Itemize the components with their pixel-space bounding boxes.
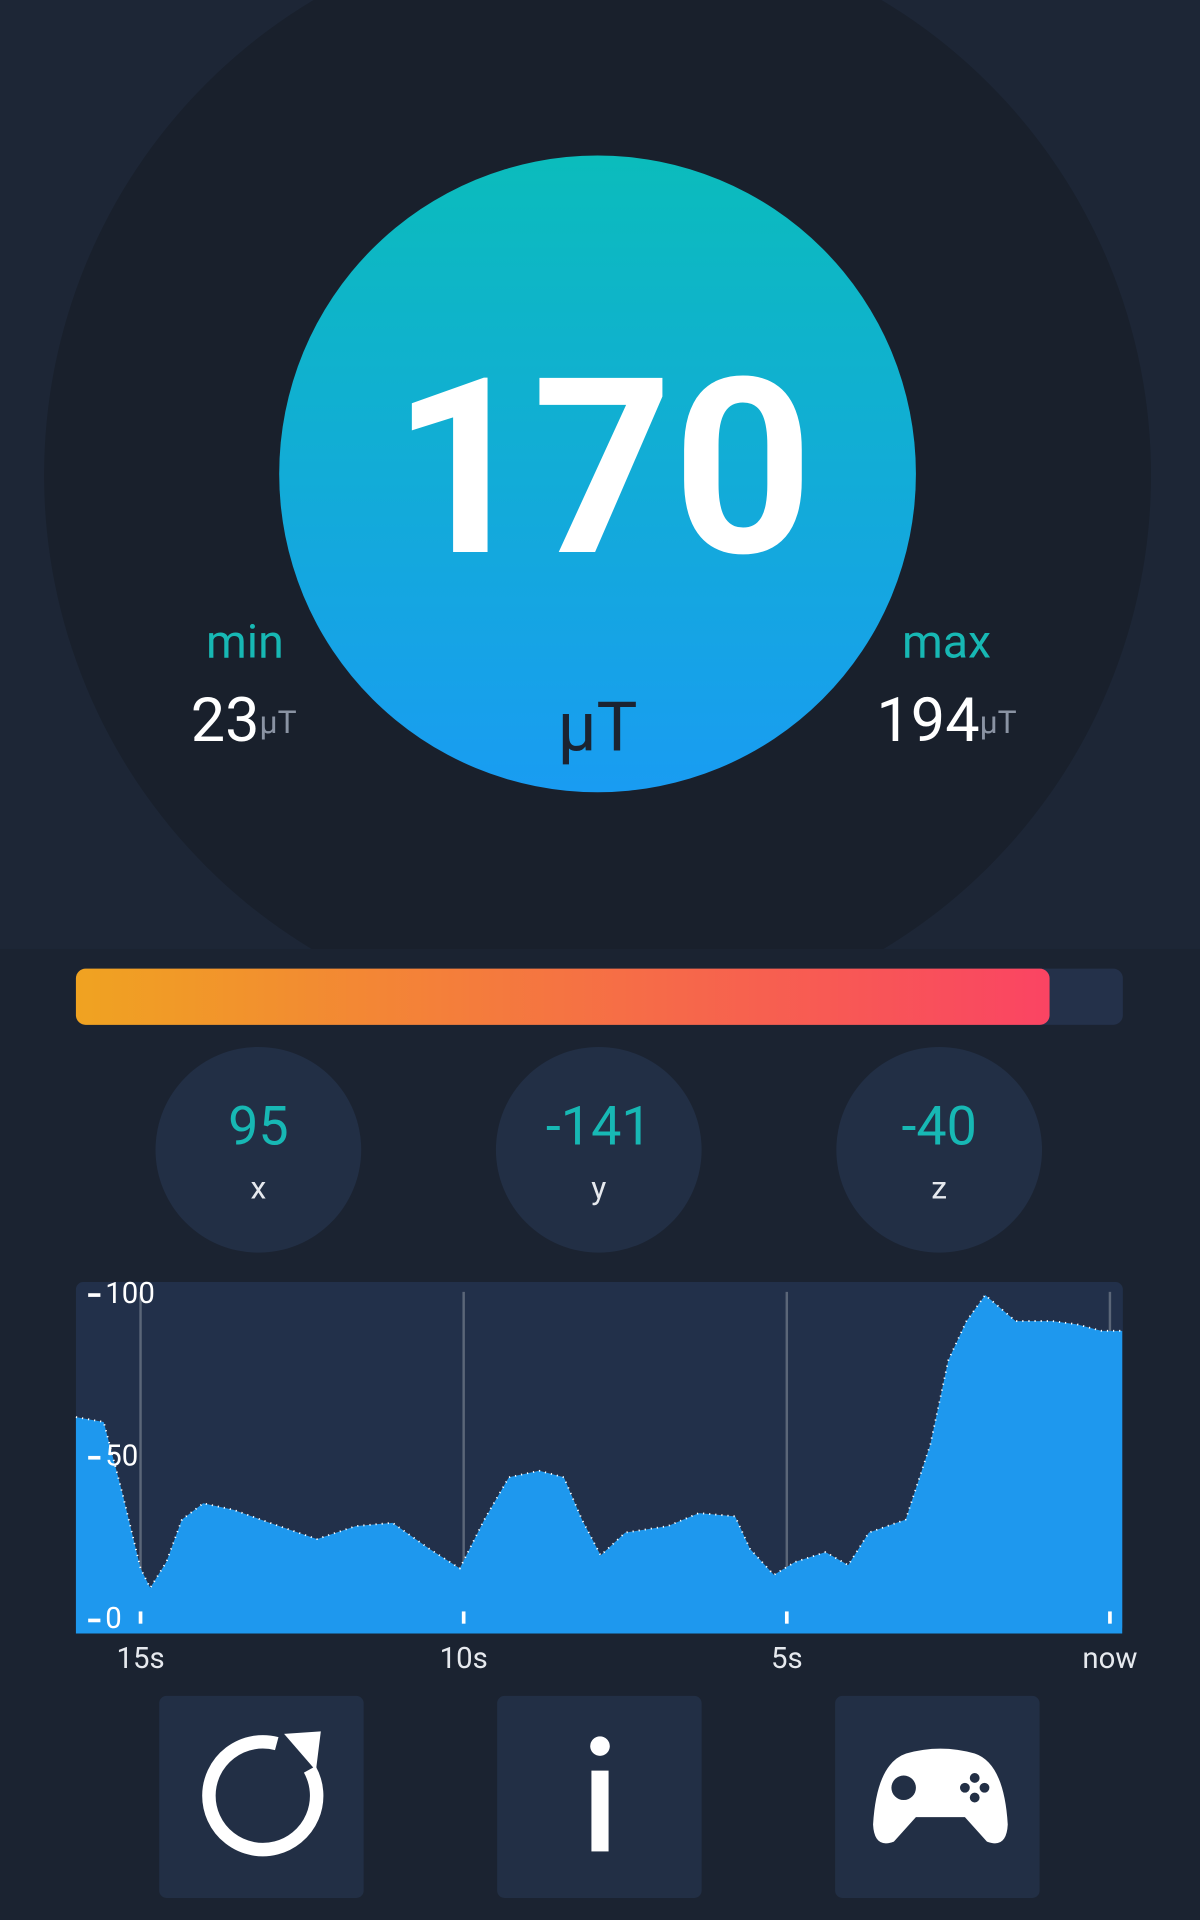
component: 95 x xyxy=(155,1046,362,1253)
component-label: x xyxy=(250,1169,266,1207)
min-label: min xyxy=(206,616,284,670)
gamepad-btn xyxy=(969,1792,980,1803)
gamepad-btn xyxy=(960,1782,970,1793)
refresh-arrow xyxy=(284,1731,321,1771)
x-tick-label: 5s xyxy=(771,1642,803,1676)
y-tick-label: 50 xyxy=(105,1440,138,1474)
max-label: max xyxy=(902,616,991,670)
min-value: 23μT xyxy=(191,684,297,756)
reading-unit: μT xyxy=(558,686,638,767)
component: -141 y xyxy=(495,1046,702,1253)
y-tick-label: 100 xyxy=(105,1277,155,1311)
component-bg xyxy=(495,1046,702,1253)
info-stem xyxy=(591,1770,609,1852)
min-unit: μT xyxy=(260,703,297,741)
component-bg xyxy=(836,1046,1043,1253)
refresh-icon xyxy=(202,1735,324,1857)
max-number: 194 xyxy=(876,684,979,756)
info-dot xyxy=(590,1736,610,1756)
component-label: z xyxy=(931,1169,947,1207)
component-value: 95 xyxy=(228,1095,289,1158)
area-line xyxy=(75,1293,1123,1590)
gamepad-btn xyxy=(979,1782,990,1793)
x-tick-label: 10s xyxy=(440,1642,488,1676)
info-button[interactable] xyxy=(497,1695,702,1898)
max-value: 194μT xyxy=(876,684,1016,756)
gamepad-btn xyxy=(969,1773,980,1783)
reading-value: 170 xyxy=(392,325,813,612)
level-fill xyxy=(75,968,1050,1025)
x-tick-label: now xyxy=(1082,1642,1137,1676)
gamepad-icon xyxy=(873,1748,1008,1844)
component: -40 z xyxy=(836,1046,1043,1253)
component-value: -141 xyxy=(546,1095,652,1158)
gamepad-stick xyxy=(891,1775,916,1800)
component-label: y xyxy=(591,1169,606,1207)
component-bg xyxy=(155,1046,362,1253)
min-number: 23 xyxy=(191,684,260,756)
x-tick-label: 15s xyxy=(116,1642,164,1676)
refresh-button[interactable] xyxy=(159,1695,364,1898)
component-value: -40 xyxy=(901,1095,976,1158)
reading-circle xyxy=(279,155,916,793)
y-tick-label: 0 xyxy=(105,1602,122,1636)
chart: 15s 10s 5s now 0 50 100 xyxy=(75,1277,1137,1676)
button-bg xyxy=(159,1695,364,1898)
max-unit: μT xyxy=(980,703,1017,741)
area xyxy=(75,1295,1123,1634)
game-button[interactable] xyxy=(835,1695,1040,1898)
